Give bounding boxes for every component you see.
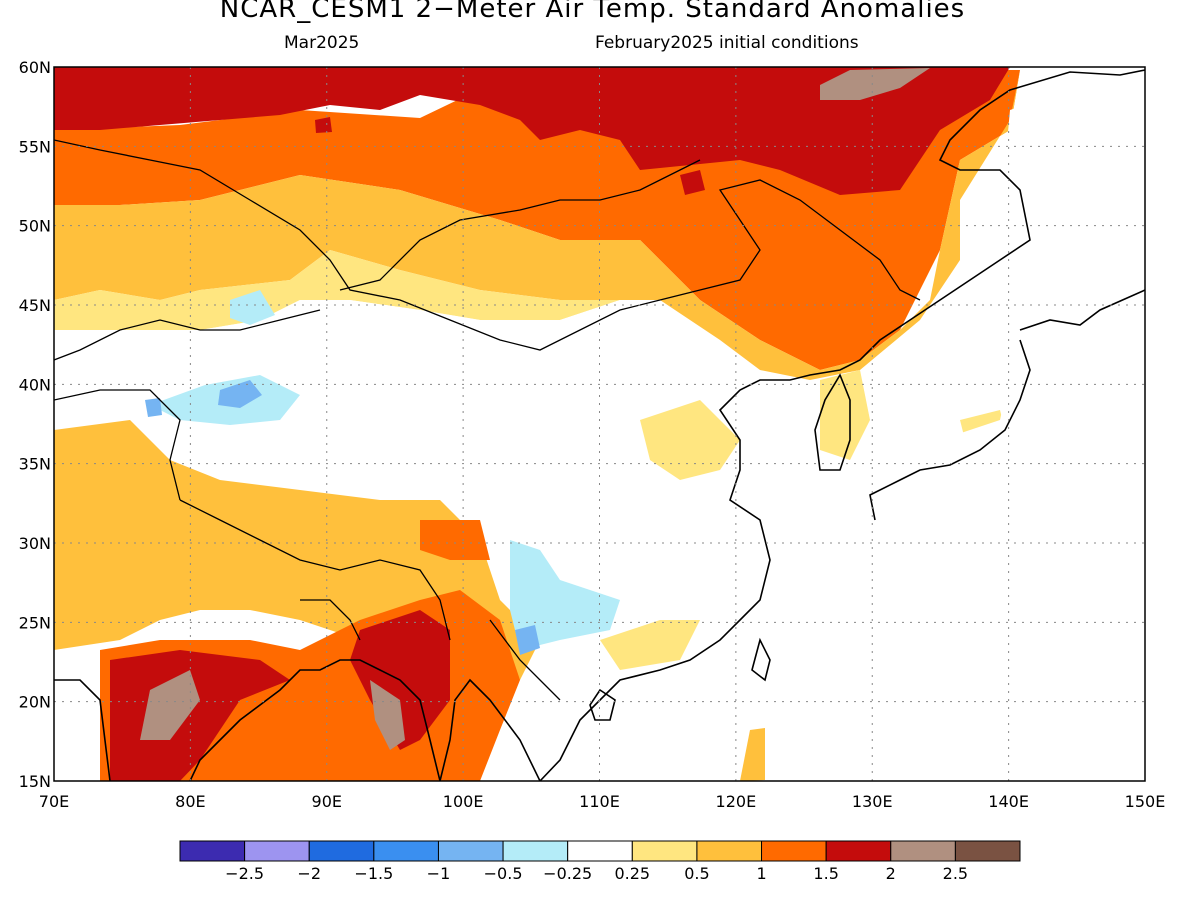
colorbar-label: −1.5 bbox=[354, 864, 393, 883]
colorbar-swatch bbox=[502, 840, 569, 862]
lat-label: 40N bbox=[19, 375, 51, 394]
lon-label: 70E bbox=[39, 792, 69, 811]
colorbar-label: 2 bbox=[886, 864, 896, 883]
map-frame bbox=[53, 66, 1146, 782]
colorbar-label: 0.25 bbox=[614, 864, 650, 883]
coastlines bbox=[54, 69, 1145, 781]
lon-label: 120E bbox=[716, 792, 757, 811]
colorbar-swatch bbox=[373, 840, 439, 862]
colorbar-label: −0.5 bbox=[484, 864, 523, 883]
colorbar-swatch bbox=[244, 840, 310, 862]
lon-label: 90E bbox=[312, 792, 342, 811]
lat-label: 20N bbox=[19, 693, 51, 712]
longitude-labels: 70E 80E 90E 100E 110E 120E 130E 140E 150E bbox=[39, 792, 1166, 811]
colorbar-swatch bbox=[308, 840, 375, 862]
initial-conditions: February2025 initial conditions bbox=[595, 33, 859, 53]
lat-label: 30N bbox=[19, 534, 51, 553]
colorbar-swatch bbox=[954, 840, 1021, 862]
country-borders bbox=[54, 139, 921, 701]
lat-label: 35N bbox=[19, 455, 51, 474]
colorbar-swatch bbox=[631, 840, 698, 862]
lat-label: 60N bbox=[19, 58, 51, 77]
latitude-labels: 60N 55N 50N 45N 40N 35N 30N 25N 20N 15N bbox=[19, 58, 51, 791]
colorbar-swatch bbox=[825, 840, 892, 862]
colorbar-swatch bbox=[179, 840, 246, 862]
map-title: NCAR_CESM1 2−Meter Air Temp. Standard An… bbox=[219, 0, 966, 24]
anomaly-field bbox=[54, 67, 1145, 781]
colorbar-label: 1 bbox=[756, 864, 766, 883]
lon-label: 80E bbox=[175, 792, 205, 811]
lat-label: 45N bbox=[19, 296, 51, 315]
lon-label: 150E bbox=[1125, 792, 1166, 811]
lat-label: 50N bbox=[19, 217, 51, 236]
colorbar-label: −1 bbox=[427, 864, 451, 883]
colorbar-swatch bbox=[567, 840, 633, 862]
lon-label: 110E bbox=[579, 792, 620, 811]
colorbar-swatch bbox=[696, 840, 763, 862]
lat-label: 15N bbox=[19, 772, 51, 791]
colorbar-label: 2.5 bbox=[943, 864, 968, 883]
forecast-month: Mar2025 bbox=[284, 33, 360, 53]
colorbar-label: −2.5 bbox=[225, 864, 264, 883]
gridlines bbox=[54, 67, 1145, 781]
colorbar-swatch bbox=[437, 840, 504, 862]
colorbar-label: −2 bbox=[297, 864, 321, 883]
colorbar: −2.5 −2 −1.5 −1 −0.5 −0.25 0.25 0.5 1 1.5 2 2.5 bbox=[179, 840, 1021, 883]
colorbar-swatch bbox=[761, 840, 827, 862]
colorbar-swatch bbox=[890, 840, 956, 862]
lon-label: 130E bbox=[852, 792, 893, 811]
colorbar-label: −0.25 bbox=[543, 864, 592, 883]
colorbar-label: 1.5 bbox=[813, 864, 838, 883]
lat-label: 55N bbox=[19, 137, 51, 156]
lon-label: 100E bbox=[443, 792, 484, 811]
lat-label: 25N bbox=[19, 613, 51, 632]
colorbar-label: 0.5 bbox=[684, 864, 709, 883]
lon-label: 140E bbox=[988, 792, 1029, 811]
